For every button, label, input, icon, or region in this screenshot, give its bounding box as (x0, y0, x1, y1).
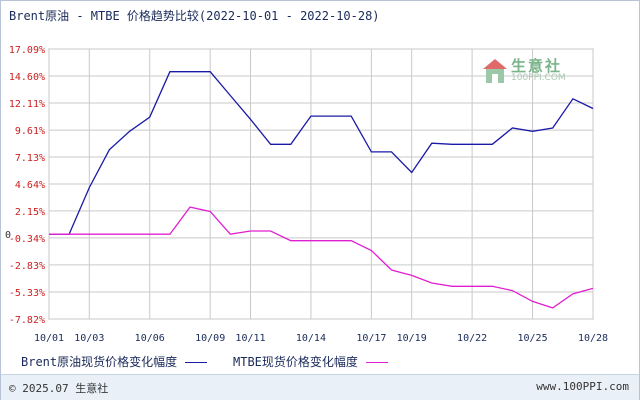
legend-label-mtbe: MTBE现货价格变化幅度 (233, 355, 358, 369)
x-tick-label: 10/09 (195, 333, 225, 344)
watermark-url: 100PPI.COM (511, 73, 566, 83)
x-tick-label: 10/22 (457, 333, 487, 344)
series-line-mtbe (49, 206, 594, 309)
chart-title: Brent原油 - MTBE 价格趋势比较(2022-10-01 - 2022-… (9, 9, 380, 23)
x-tick-label: 10/03 (74, 333, 104, 344)
y-tick-label: 4.64% (15, 180, 45, 191)
x-tick-label: 10/14 (296, 333, 326, 344)
y-tick-label: -2.83% (9, 261, 45, 272)
y-tick-label: 17.09% (9, 45, 45, 56)
y-tick-label: -7.82% (9, 315, 45, 326)
y-tick-label: 7.13% (15, 153, 45, 164)
legend-swatch-mtbe (365, 362, 388, 363)
y-tick-label: -5.33% (9, 288, 45, 299)
y-tick-label: 2.15% (15, 207, 45, 218)
footer-site-link[interactable]: www.100PPI.com (536, 380, 629, 393)
legend-item-brent: Brent原油现货价格变化幅度 (21, 353, 208, 370)
x-tick-label: 10/01 (34, 333, 64, 344)
house-logo-icon (483, 59, 507, 83)
y-tick-label: 12.11% (9, 99, 45, 110)
x-tick-label: 10/25 (518, 333, 548, 344)
x-tick-label: 10/17 (356, 333, 386, 344)
legend-swatch-brent (185, 362, 208, 363)
x-tick-label: 10/28 (578, 333, 608, 344)
zero-label: 0 (5, 230, 11, 241)
x-tick-label: 10/11 (235, 333, 265, 344)
legend-item-mtbe: MTBE现货价格变化幅度 (233, 353, 388, 370)
watermark-name: 生意社 (511, 57, 563, 75)
y-tick-label: -0.34% (9, 234, 45, 245)
series-line-brent (49, 71, 594, 235)
x-tick-label: 10/06 (135, 333, 165, 344)
y-tick-label: 14.60% (9, 72, 45, 83)
legend-label-brent: Brent原油现货价格变化幅度 (21, 355, 178, 369)
footer: © 2025.07 生意社 www.100PPI.com (1, 374, 639, 400)
x-tick-label: 10/19 (397, 333, 427, 344)
watermark: 生意社 100PPI.COM (481, 55, 581, 89)
footer-copyright: © 2025.07 生意社 (9, 382, 109, 395)
y-tick-label: 9.61% (15, 126, 45, 137)
